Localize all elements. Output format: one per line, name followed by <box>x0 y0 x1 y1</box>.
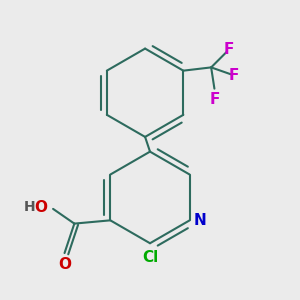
Text: N: N <box>194 213 206 228</box>
Text: H: H <box>23 200 35 214</box>
Text: O: O <box>58 257 71 272</box>
Text: F: F <box>229 68 239 83</box>
Text: F: F <box>209 92 220 107</box>
Text: O: O <box>34 200 47 215</box>
Text: Cl: Cl <box>142 250 158 266</box>
Text: F: F <box>224 42 234 57</box>
